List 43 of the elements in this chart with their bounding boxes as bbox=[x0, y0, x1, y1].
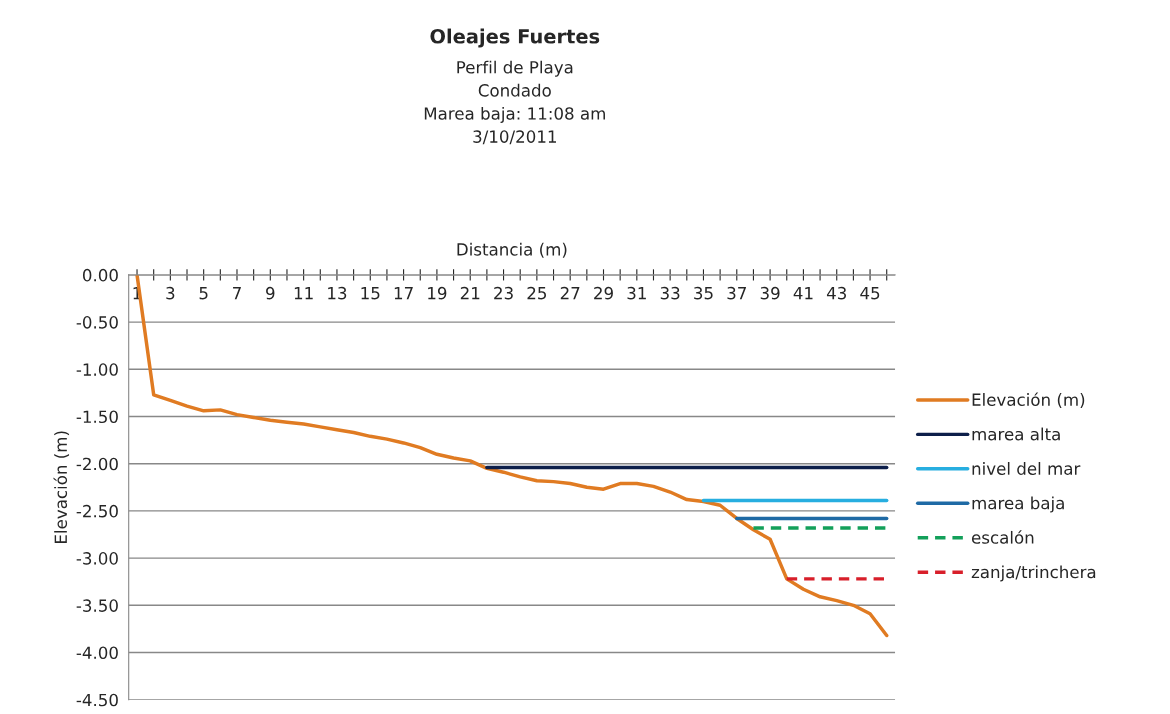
x-tick-label: 45 bbox=[860, 287, 880, 300]
y-axis-title: Elevación (m) bbox=[53, 431, 70, 543]
chart-subtitle: Perfil de Playa Condado Marea baja: 11:08 am 3/10/2011 bbox=[424, 60, 605, 145]
x-tick-label: 19 bbox=[428, 286, 447, 300]
y-tick-label: -4.00 bbox=[76, 646, 118, 660]
y-tick-label: -3.50 bbox=[76, 599, 118, 612]
x-tick-label: 5 bbox=[199, 287, 208, 300]
x-tick-label: 23 bbox=[494, 286, 513, 300]
legend-label: marea baja bbox=[972, 496, 1064, 513]
x-tick-label: 43 bbox=[826, 286, 847, 300]
x-tick-label: 39 bbox=[760, 286, 780, 300]
y-tick-label: -2.50 bbox=[76, 504, 118, 518]
y-tick-label: -3.00 bbox=[76, 552, 118, 565]
x-tick-label: 25 bbox=[527, 286, 547, 300]
x-tick-label: 41 bbox=[793, 287, 813, 300]
x-tick-label: 27 bbox=[560, 286, 580, 300]
legend-label: escalón bbox=[971, 530, 1034, 544]
x-axis-title: Distancia (m) bbox=[457, 242, 567, 258]
y-tick-label: -1.00 bbox=[76, 363, 118, 376]
y-tick-label: 0.00 bbox=[82, 268, 118, 282]
legend-label: marea alta bbox=[972, 427, 1060, 441]
x-tick-label: 13 bbox=[328, 286, 347, 300]
x-tick-label: 21 bbox=[460, 286, 480, 300]
x-tick-label: 37 bbox=[727, 286, 746, 300]
x-tick-label: 15 bbox=[361, 287, 380, 300]
y-tick-label: -0.50 bbox=[76, 316, 118, 329]
x-tick-label: 31 bbox=[627, 286, 646, 300]
x-tick-label: 17 bbox=[394, 287, 413, 300]
y-tick-label: -4.50 bbox=[76, 693, 118, 707]
legend-label: nivel del mar bbox=[972, 462, 1081, 475]
chart-title: Oleajes Fuertes bbox=[430, 28, 600, 48]
x-tick-label: 7 bbox=[233, 287, 241, 300]
x-tick-label: 3 bbox=[166, 286, 175, 300]
x-tick-label: 35 bbox=[694, 286, 713, 300]
x-tick-label: 9 bbox=[266, 286, 275, 300]
legend-label: Elevación (m) bbox=[972, 392, 1085, 408]
legend-label: zanja/trinchera bbox=[971, 565, 1096, 582]
y-tick-label: -2.00 bbox=[76, 457, 118, 471]
line-series bbox=[135, 274, 889, 638]
x-tick-label: 33 bbox=[660, 286, 680, 300]
x-tick-label: 11 bbox=[294, 287, 313, 300]
y-tick-label: -1.50 bbox=[76, 410, 118, 424]
x-tick-label: 29 bbox=[594, 286, 613, 300]
